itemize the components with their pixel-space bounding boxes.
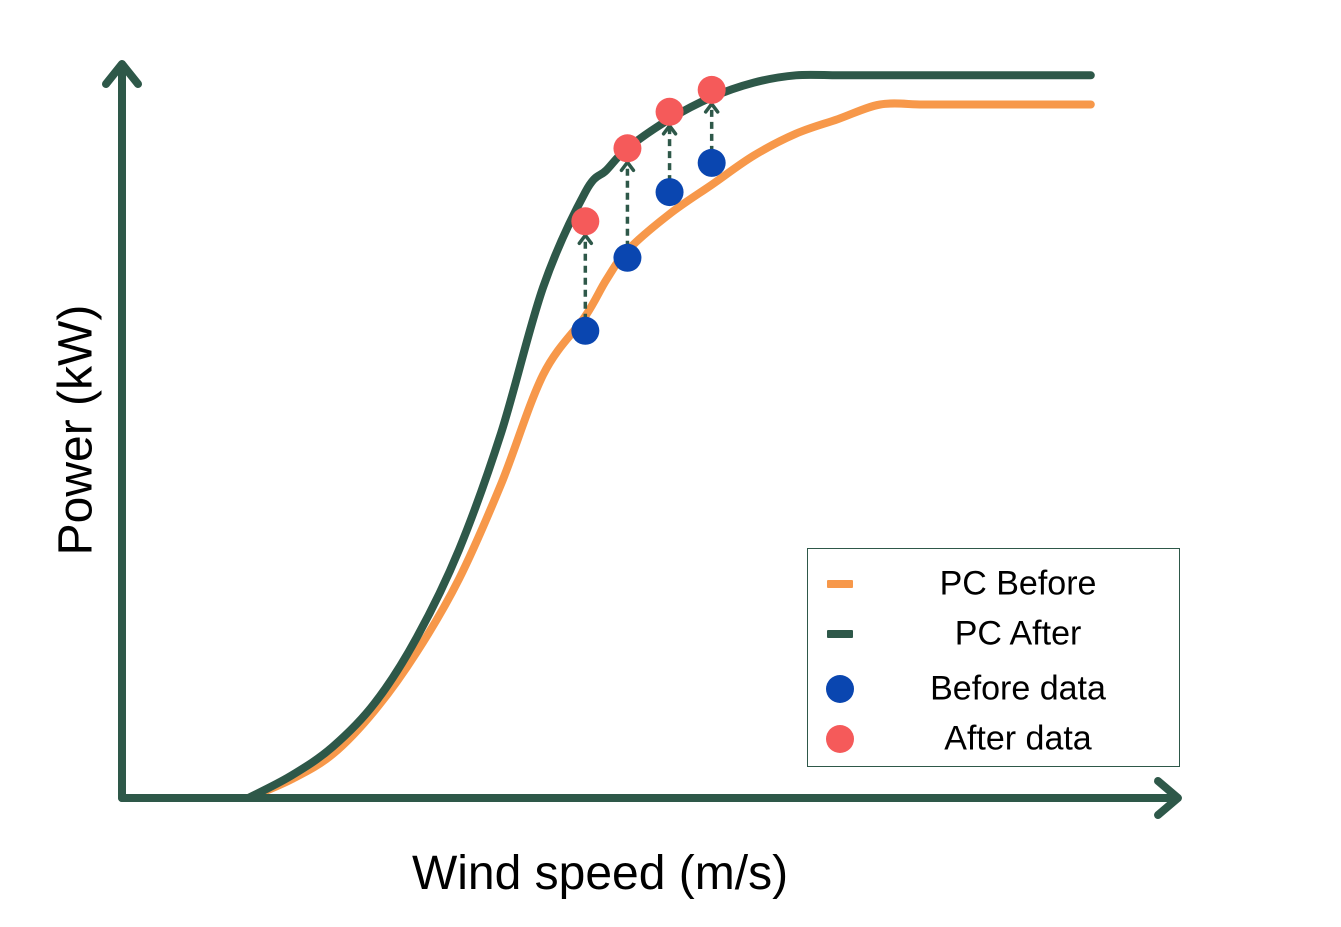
legend-item-before-data: Before data bbox=[808, 664, 1179, 714]
point-layer bbox=[571, 75, 726, 345]
legend-item-pc-before: PC Before bbox=[808, 559, 1179, 609]
point-before-data bbox=[655, 178, 684, 207]
y-axis-arrowhead bbox=[102, 60, 142, 88]
legend-swatch-after-data bbox=[826, 725, 854, 753]
point-before-data bbox=[571, 316, 600, 345]
point-after-data bbox=[613, 134, 642, 163]
legend-swatch-before-data bbox=[826, 675, 854, 703]
point-after-data bbox=[571, 207, 600, 236]
axes bbox=[102, 60, 1182, 819]
legend-item-pc-after: PC After bbox=[808, 609, 1179, 659]
shift-arrow bbox=[619, 160, 636, 248]
x-axis-arrowhead bbox=[1154, 777, 1182, 819]
shift-arrow bbox=[703, 102, 720, 153]
shift-arrow bbox=[661, 124, 678, 183]
legend-swatch-pc-before bbox=[827, 580, 853, 588]
point-before-data bbox=[697, 148, 726, 177]
x-axis-title: Wind speed (m/s) bbox=[411, 847, 789, 900]
legend-label-before-data: Before data bbox=[930, 669, 1106, 708]
legend: PC Before PC After Before data After dat… bbox=[807, 548, 1180, 767]
legend-item-after-data: After data bbox=[808, 714, 1179, 764]
legend-swatch-pc-after bbox=[827, 630, 853, 638]
point-after-data bbox=[655, 97, 684, 126]
legend-label-pc-before: PC Before bbox=[939, 564, 1097, 603]
point-before-data bbox=[613, 243, 642, 272]
y-axis-title: Power (kW) bbox=[49, 304, 103, 556]
point-after-data bbox=[697, 75, 726, 104]
legend-label-after-data: After data bbox=[944, 719, 1092, 758]
legend-label-pc-after: PC After bbox=[954, 614, 1082, 653]
